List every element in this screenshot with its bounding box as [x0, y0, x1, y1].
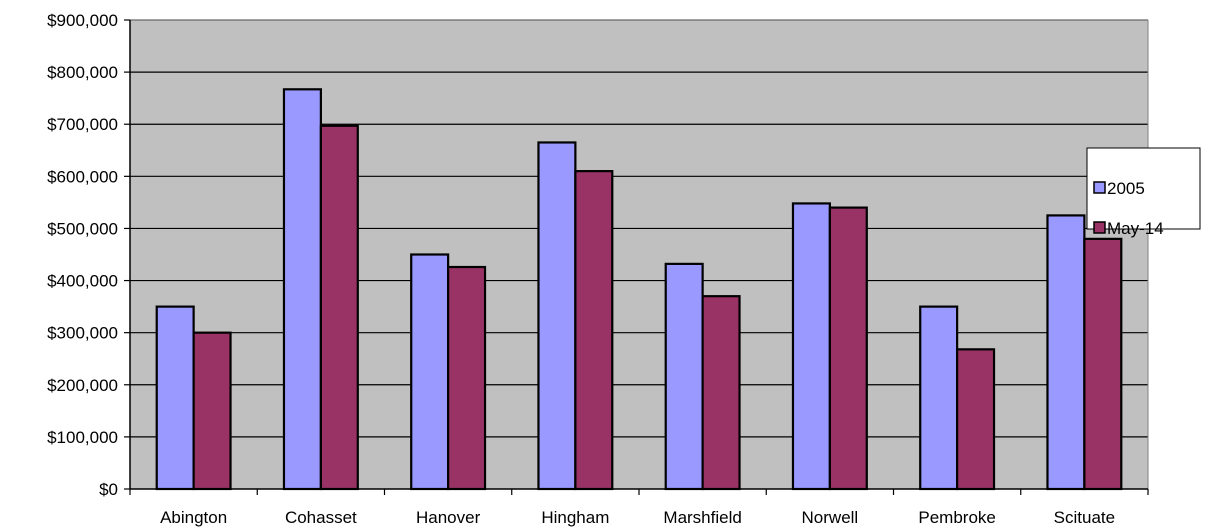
y-axis-tick-label: $300,000 — [47, 324, 118, 343]
legend-label-2005: 2005 — [1107, 179, 1145, 198]
y-axis-tick-label: $200,000 — [47, 376, 118, 395]
bars — [155, 88, 1123, 491]
y-axis-tick-label: $600,000 — [47, 167, 118, 186]
bar-marshfield-may-14 — [701, 295, 741, 491]
bar-marshfield-2005 — [664, 262, 704, 491]
x-axis-tick-label: Hanover — [416, 508, 481, 527]
x-axis-tick-label: Scituate — [1054, 508, 1115, 527]
y-axis-tick-label: $700,000 — [47, 115, 118, 134]
bar-pembroke-may-14 — [956, 348, 996, 491]
y-axis-tick-labels: $0 $100,000 $200,000 $300,000 $400,000 $500,0… — [47, 11, 118, 499]
bar-cohasset-2005 — [282, 88, 322, 491]
bar-norwell-2005 — [791, 202, 831, 491]
axes — [124, 19, 1149, 495]
bar-cohasset-may-14 — [319, 124, 359, 491]
legend-label-may-14: May-14 — [1107, 219, 1164, 238]
bar-abington-2005 — [155, 305, 195, 491]
x-axis-tick-label: Pembroke — [918, 508, 995, 527]
legend-swatch-2005 — [1093, 181, 1106, 194]
bar-norwell-may-14 — [828, 206, 868, 491]
plot-area — [130, 20, 1148, 489]
x-axis-tick-label: Cohasset — [285, 508, 357, 527]
x-axis-tick-labels: Abington Cohasset Hanover Hingham Marshfield… — [160, 508, 1115, 527]
y-axis-tick-label: $100,000 — [47, 428, 118, 447]
bar-hanover-2005 — [410, 253, 450, 491]
bar-scituate-2005 — [1046, 214, 1086, 491]
bar-pembroke-2005 — [919, 305, 959, 491]
y-axis-tick-label: $0 — [99, 480, 118, 499]
legend-box — [1086, 147, 1201, 230]
x-axis-tick-label: Hingham — [541, 508, 609, 527]
y-axis-tick-label: $900,000 — [47, 11, 118, 30]
y-axis-tick-label: $800,000 — [47, 63, 118, 82]
bar-hanover-may-14 — [447, 265, 487, 491]
y-axis-tick-label: $400,000 — [47, 272, 118, 291]
x-axis-tick-label: Abington — [160, 508, 227, 527]
legend: 2005 May-14 — [1086, 147, 1201, 238]
bar-hingham-may-14 — [574, 170, 614, 491]
y-axis-tick-label: $500,000 — [47, 219, 118, 238]
legend-swatch-may-14 — [1093, 221, 1106, 234]
bar-abington-may-14 — [192, 331, 232, 491]
x-axis-tick-label: Norwell — [802, 508, 859, 527]
bar-scituate-may-14 — [1083, 237, 1123, 491]
x-axis-tick-label: Marshfield — [663, 508, 741, 527]
bar-hingham-2005 — [537, 141, 577, 491]
